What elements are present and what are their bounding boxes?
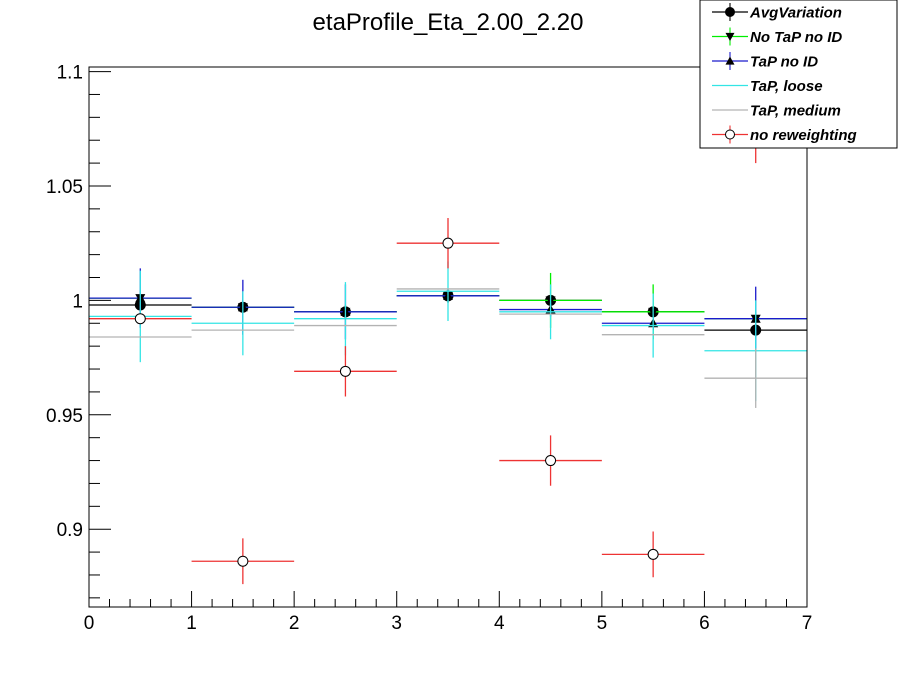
series-tap-medium: [89, 288, 807, 408]
legend-label: AvgVariation: [749, 5, 842, 22]
legend-label: TaP, loose: [750, 78, 823, 95]
x-tick-label: 7: [802, 613, 813, 634]
x-tick-label: 6: [699, 613, 710, 634]
legend-marker: [725, 56, 735, 65]
x-tick-label: 0: [84, 613, 95, 634]
data-point: [134, 313, 146, 325]
legend-marker: [725, 129, 735, 140]
legend-entry: No TaP no ID: [712, 27, 842, 46]
plot-frame: [88, 66, 808, 608]
legend-entry: AvgVariation: [712, 3, 842, 22]
legend-label: No TaP no ID: [750, 29, 842, 46]
legend-label: no reweighting: [750, 127, 857, 144]
x-tick-label: 4: [494, 613, 505, 634]
legend-label: TaP no ID: [750, 54, 818, 71]
y-tick-label: 1: [72, 291, 83, 312]
legend-marker: [725, 32, 735, 41]
legend-label: TaP, medium: [750, 103, 841, 120]
chart-title: etaProfile_Eta_2.00_2.20: [313, 9, 584, 36]
data-point: [339, 365, 351, 377]
data-point: [647, 548, 659, 560]
legend-marker: [725, 7, 735, 17]
x-tick-label: 2: [289, 613, 300, 634]
data-point: [442, 237, 454, 249]
x-tick-label: 3: [391, 613, 402, 634]
data-point: [237, 555, 249, 567]
y-tick-label: 0.9: [57, 520, 83, 541]
data-point: [545, 455, 557, 467]
legend-entry: no reweighting: [712, 125, 857, 144]
y-tick-label: 1.05: [46, 177, 83, 198]
legend-entry: TaP no ID: [712, 52, 818, 71]
data-layer: [89, 108, 807, 585]
legend-entry: TaP, medium: [712, 103, 841, 120]
y-tick-label: 0.95: [46, 406, 83, 427]
axes: 0 1 2 3 4 5 6 7 0.9 0.95 1 1.05 1.1: [46, 63, 812, 634]
legend-box: [699, 0, 898, 149]
legend: AvgVariation No TaP no ID TaP no ID TaP, lo…: [699, 0, 898, 149]
x-tick-label: 1: [186, 613, 197, 634]
y-tick-label: 1.1: [57, 63, 83, 84]
x-tick-label: 5: [597, 613, 608, 634]
legend-entry: TaP, loose: [712, 78, 823, 95]
